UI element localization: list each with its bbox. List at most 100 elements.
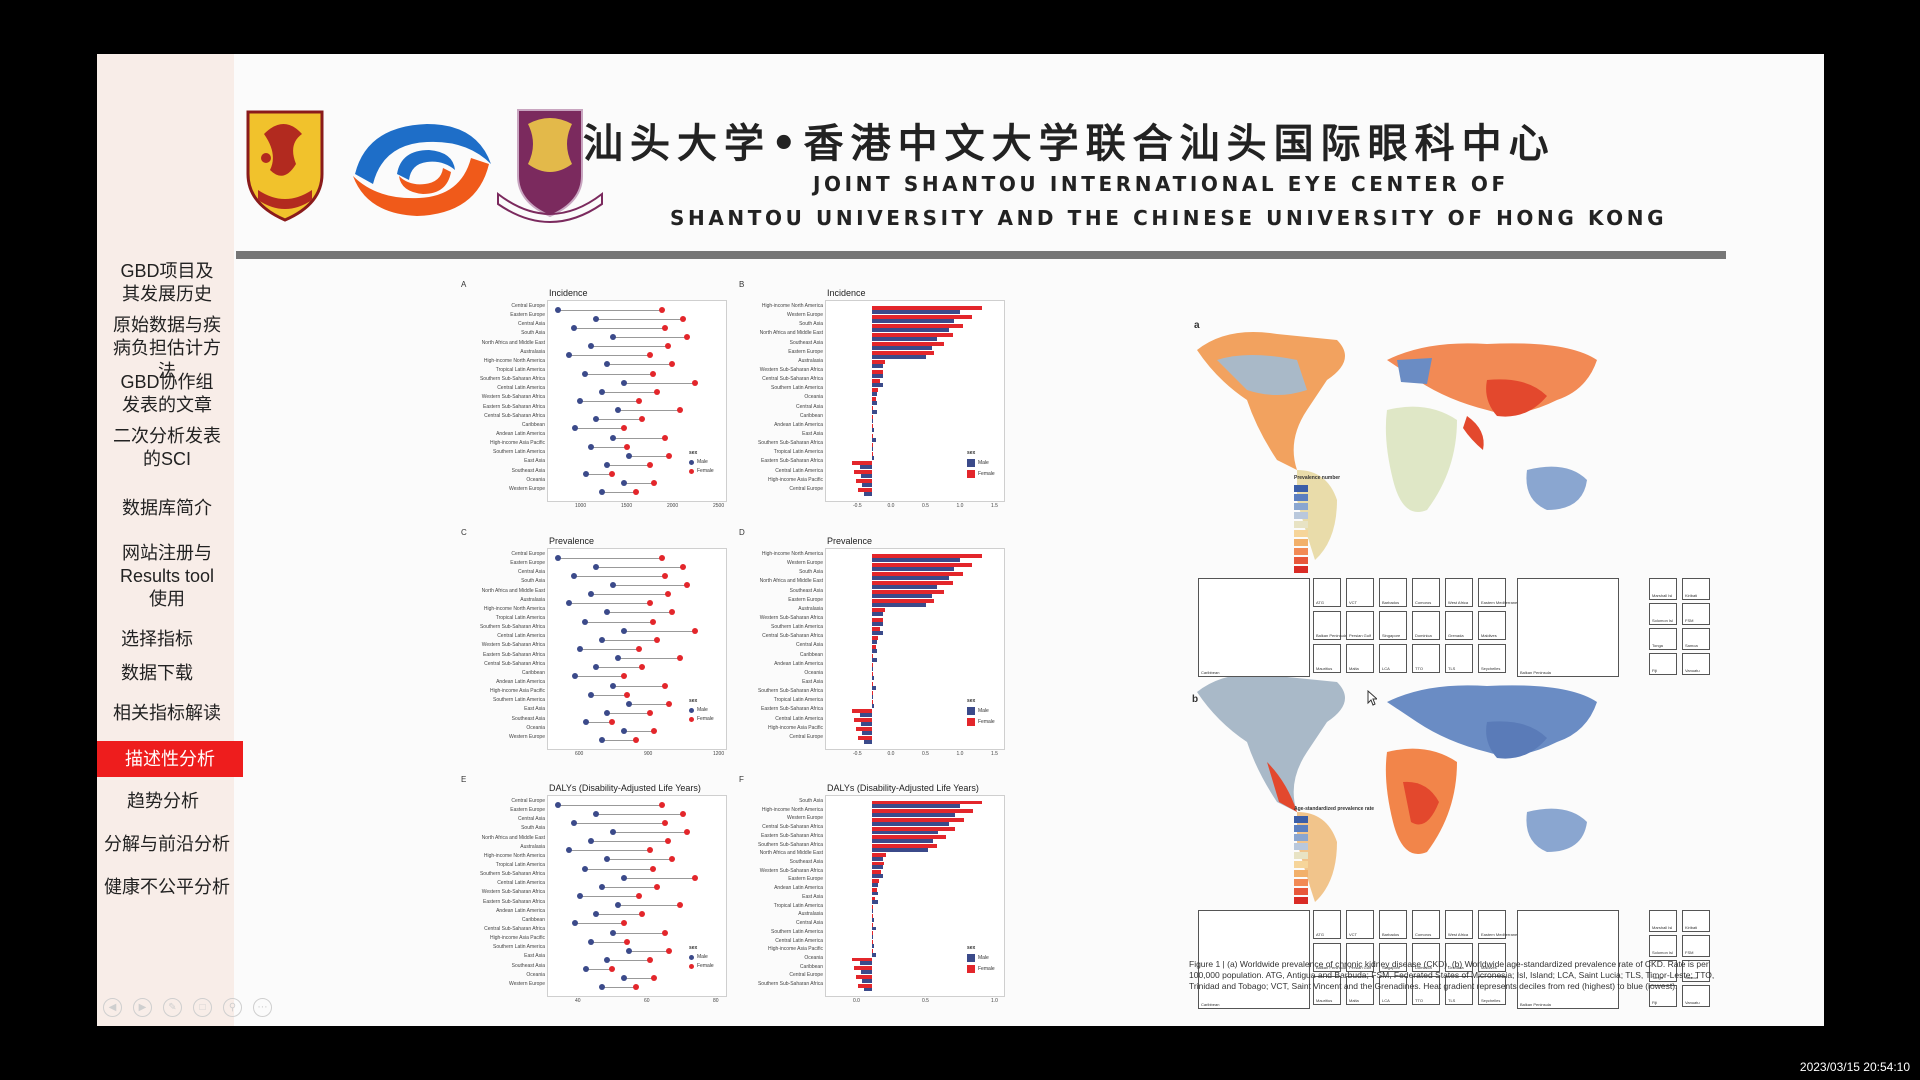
dumbbell-line (607, 364, 672, 366)
male-dot (620, 480, 627, 487)
sidebar-item-select-indicator[interactable]: 选择指标 (97, 628, 227, 651)
map-inset-box: Dominica (1412, 611, 1440, 640)
male-dot (582, 471, 589, 478)
female-bar (872, 887, 877, 892)
male-bar (872, 676, 875, 681)
region-label: Australasia (798, 357, 823, 364)
female-bar (872, 681, 873, 686)
map-inset-label: Vanuatu (1685, 668, 1700, 673)
male-dot (571, 920, 578, 927)
copy-icon[interactable]: □ (193, 998, 212, 1017)
dumbbell-line (623, 483, 654, 485)
sidebar-item-decomposition[interactable]: 分解与前沿分析 (97, 833, 237, 856)
sidebar-item-label: 相关指标解读 (113, 703, 221, 723)
map-inset-box: Solomon Isl (1649, 935, 1677, 957)
panel-a-region-labels: Central Europe Eastern Europe Central Asia… (437, 302, 545, 494)
male-bar (872, 804, 960, 809)
male-dot (626, 700, 633, 707)
region-label: High-income North America (761, 551, 823, 557)
male-bar (872, 891, 878, 896)
map-b-legend (1294, 816, 1308, 906)
sidebar-item-website-results[interactable]: 网站注册与Results tool使用 (97, 542, 237, 611)
male-dot (593, 810, 600, 817)
axis-tick-label: 0.0 (853, 998, 860, 1004)
region-label: High-income North America (761, 806, 823, 813)
dumbbell-line (602, 987, 636, 989)
dumbbell-line (585, 722, 613, 724)
female-dot (680, 315, 687, 322)
map-inset-label: ATG (1316, 600, 1324, 605)
axis-tick-label: 2000 (667, 503, 679, 509)
map-inset-box: ATG (1313, 910, 1341, 939)
male-bar (861, 970, 872, 975)
male-bar (872, 603, 926, 608)
panel-b-title: Incidence (827, 288, 866, 298)
slideshow-toolbar: ◀ ▶ ✎ □ ⚲ ⋯ (103, 998, 272, 1017)
region-label: Central Asia (518, 816, 545, 823)
map-inset-label: Comoros (1415, 932, 1432, 937)
female-bar (872, 826, 955, 831)
legend-entry: Female (967, 965, 995, 973)
sidebar-item-data-download[interactable]: 数据下载 (97, 662, 227, 685)
map-inset-label: Mauritius (1316, 666, 1333, 671)
female-dot (653, 883, 660, 890)
male-dot (593, 664, 600, 671)
female-bar (856, 727, 872, 732)
male-bar (872, 830, 939, 835)
map-inset-label: Balkan Peninsula (1316, 633, 1347, 638)
region-label: Western Sub-Saharan Africa (759, 867, 823, 874)
region-label: Caribbean (521, 669, 545, 676)
male-bar (872, 585, 938, 590)
map-inset-label: Fiji (1652, 1000, 1658, 1005)
legend-entry: Male (967, 954, 995, 962)
map-inset-label: Caribbean (1201, 670, 1220, 675)
forward-icon[interactable]: ▶ (133, 998, 152, 1017)
region-label: Caribbean (799, 412, 823, 419)
female-dot (653, 388, 660, 395)
axis-tick-label: 1500 (621, 503, 633, 509)
region-label: Western Europe (786, 312, 823, 319)
sidebar-item-indicator-interpretation[interactable]: 相关指标解读 (97, 702, 237, 725)
male-bar (860, 465, 872, 470)
male-bar (872, 658, 878, 663)
male-dot (620, 975, 627, 982)
sidebar-item-gbd-articles[interactable]: GBD协作组发表的文章 (97, 371, 237, 417)
female-dot (650, 865, 657, 872)
female-dot (665, 343, 672, 350)
dumbbell-line (580, 401, 639, 402)
region-label: Central Sub-Saharan Africa (484, 412, 545, 419)
pen-icon[interactable]: ✎ (163, 998, 182, 1017)
map-inset-label: Seychelles (1481, 666, 1501, 671)
sidebar-item-descriptive-analysis[interactable]: 描述性分析 (97, 741, 243, 777)
female-dot (662, 929, 669, 936)
back-icon[interactable]: ◀ (103, 998, 122, 1017)
sidebar-item-raw-data[interactable]: 原始数据与疾病负担估计方法 (97, 314, 237, 383)
female-dot (658, 306, 665, 313)
sidebar-item-health-inequality[interactable]: 健康不公平分析 (97, 876, 237, 899)
panel-c-legend: sex Male Female (689, 698, 714, 722)
region-label: Andean Latin America (496, 907, 545, 914)
map-inset-label: ATG (1316, 932, 1324, 937)
region-label: Central Asia (796, 403, 823, 410)
presentation-slide: GBD项目及其发展历史 原始数据与疾病负担估计方法 GBD协作组发表的文章 二次… (97, 54, 1824, 1026)
map-inset-label: Solomon Isl (1652, 950, 1673, 955)
zoom-icon[interactable]: ⚲ (223, 998, 242, 1017)
sidebar-item-gbd-history[interactable]: GBD项目及其发展历史 (97, 260, 237, 306)
dumbbell-line (607, 960, 651, 961)
map-inset-box: West Africa (1445, 578, 1473, 607)
region-label: Oceania (804, 394, 823, 401)
sidebar-item-trend-analysis[interactable]: 趋势分析 (97, 790, 233, 813)
female-bar (872, 663, 873, 668)
male-bar (872, 685, 877, 690)
region-label: Eastern Europe (788, 596, 823, 603)
male-dot (620, 728, 627, 735)
sidebar-item-secondary-sci[interactable]: 二次分析发表的SCI (97, 425, 237, 471)
more-icon[interactable]: ⋯ (253, 998, 272, 1017)
dumbbell-line (591, 446, 627, 448)
region-label: Central Europe (511, 798, 545, 804)
legend-label: Male (978, 955, 989, 961)
sidebar-item-database-intro[interactable]: 数据库简介 (97, 497, 237, 520)
female-bar (872, 608, 886, 613)
male-bar (872, 917, 875, 922)
male-bar (872, 621, 883, 626)
